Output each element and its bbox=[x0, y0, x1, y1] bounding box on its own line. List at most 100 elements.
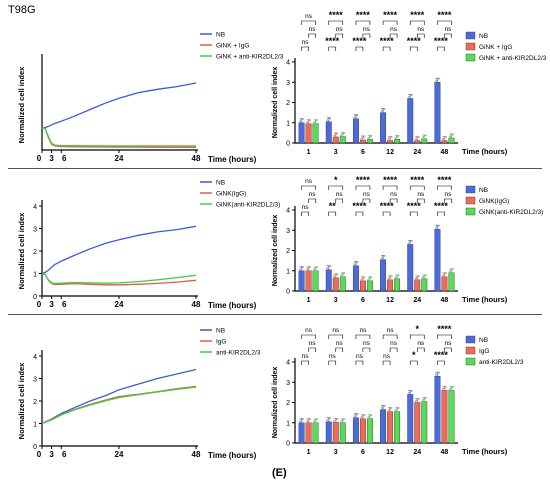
data-point bbox=[355, 115, 357, 118]
data-point bbox=[436, 78, 439, 81]
significance-label: ns bbox=[332, 327, 340, 334]
significance-bracket bbox=[382, 211, 391, 216]
bar bbox=[394, 411, 401, 444]
data-point bbox=[336, 132, 339, 135]
data-point bbox=[436, 225, 439, 228]
significance-label: **** bbox=[437, 175, 452, 185]
legend-swatch bbox=[465, 335, 476, 344]
data-point bbox=[389, 408, 391, 410]
legend-entry: NB bbox=[479, 187, 488, 194]
data-point bbox=[341, 273, 344, 276]
legend-entry: NB bbox=[216, 32, 225, 39]
bar bbox=[448, 137, 455, 144]
x-tick-label: 3 bbox=[334, 449, 338, 456]
significance-bracket bbox=[362, 198, 371, 203]
significance-bracket bbox=[409, 211, 418, 216]
data-point bbox=[363, 414, 366, 417]
data-point bbox=[443, 137, 446, 139]
data-point bbox=[397, 274, 400, 277]
data-point bbox=[443, 273, 446, 276]
significance-bracket bbox=[328, 360, 337, 365]
data-point bbox=[340, 134, 343, 136]
data-point bbox=[442, 387, 444, 390]
significance-bracket bbox=[382, 20, 398, 25]
significance-bracket bbox=[355, 334, 371, 339]
x-tick-label: 3 bbox=[334, 297, 338, 304]
significance-label: **** bbox=[325, 36, 340, 46]
data-point bbox=[450, 134, 453, 137]
data-point bbox=[435, 226, 437, 229]
significance-label: **** bbox=[434, 350, 449, 360]
bar bbox=[332, 136, 339, 144]
data-point bbox=[313, 121, 315, 124]
panel-label: (E) bbox=[272, 467, 287, 479]
significance-label: **** bbox=[356, 175, 371, 185]
data-point bbox=[407, 96, 410, 98]
legend-swatch bbox=[465, 207, 476, 216]
bar bbox=[407, 394, 414, 444]
data-point bbox=[334, 274, 337, 277]
legend-swatch bbox=[465, 31, 476, 40]
data-point bbox=[436, 372, 439, 375]
y-tick-label: 3 bbox=[33, 227, 37, 234]
significance-bracket bbox=[308, 347, 316, 352]
bar bbox=[407, 244, 414, 292]
significance-bracket bbox=[328, 211, 337, 216]
y-tick-label: 3 bbox=[286, 380, 290, 387]
data-point bbox=[336, 417, 339, 420]
data-point bbox=[387, 277, 390, 280]
x-tick-label: 24 bbox=[115, 154, 124, 163]
legend-entry: IgG bbox=[479, 348, 489, 355]
data-point bbox=[341, 133, 344, 135]
bar bbox=[366, 280, 373, 292]
significance-label: **** bbox=[410, 10, 425, 20]
y-tick-label: 0 bbox=[286, 289, 290, 296]
significance-bracket bbox=[301, 334, 316, 339]
bar bbox=[339, 136, 346, 144]
data-point bbox=[409, 95, 412, 97]
series-line-2 bbox=[41, 126, 196, 147]
significance-bracket bbox=[437, 334, 452, 339]
data-point bbox=[438, 77, 440, 80]
x-tick-label: 24 bbox=[115, 300, 124, 309]
data-point bbox=[435, 79, 437, 82]
significance-label: ns bbox=[390, 340, 398, 347]
data-point bbox=[363, 276, 366, 279]
bar bbox=[352, 417, 359, 444]
bar bbox=[394, 139, 401, 144]
x-tick-label: 24 bbox=[413, 297, 421, 304]
data-point bbox=[424, 134, 427, 137]
significance-label: ns bbox=[329, 353, 337, 360]
significance-label: **** bbox=[329, 10, 344, 20]
data-point bbox=[369, 277, 371, 280]
significance-bracket bbox=[301, 360, 309, 365]
data-point bbox=[299, 268, 301, 271]
line-chart-0: Normalized cell index 0 3 6 24 48 Time (hours)… bbox=[17, 32, 284, 165]
x-tick-label: 1 bbox=[307, 297, 311, 304]
significance-bracket bbox=[355, 211, 364, 216]
legend-entry: anti-KIR2DL2/3 bbox=[479, 359, 524, 366]
data-point bbox=[409, 241, 412, 243]
significance-bracket bbox=[437, 185, 452, 190]
data-point bbox=[300, 267, 303, 270]
significance-bracket bbox=[409, 20, 425, 25]
significance-bracket bbox=[389, 347, 398, 352]
x-axis-label: Time (hours) bbox=[462, 447, 508, 456]
data-point bbox=[326, 419, 329, 422]
data-point bbox=[300, 119, 303, 122]
data-point bbox=[450, 386, 453, 389]
data-point bbox=[438, 371, 440, 374]
legend-entry: GiNK(anti-KIR2DL2/3) bbox=[479, 209, 543, 216]
bar bbox=[434, 229, 441, 292]
significance-bracket bbox=[308, 198, 316, 203]
data-point bbox=[424, 397, 427, 399]
data-point bbox=[367, 278, 370, 281]
data-point bbox=[452, 268, 454, 271]
x-tick-label: 1 bbox=[307, 449, 311, 456]
data-point bbox=[314, 120, 317, 123]
x-tick-label: 12 bbox=[386, 297, 394, 304]
significance-label: ns bbox=[305, 327, 313, 334]
significance-bracket bbox=[355, 185, 371, 190]
